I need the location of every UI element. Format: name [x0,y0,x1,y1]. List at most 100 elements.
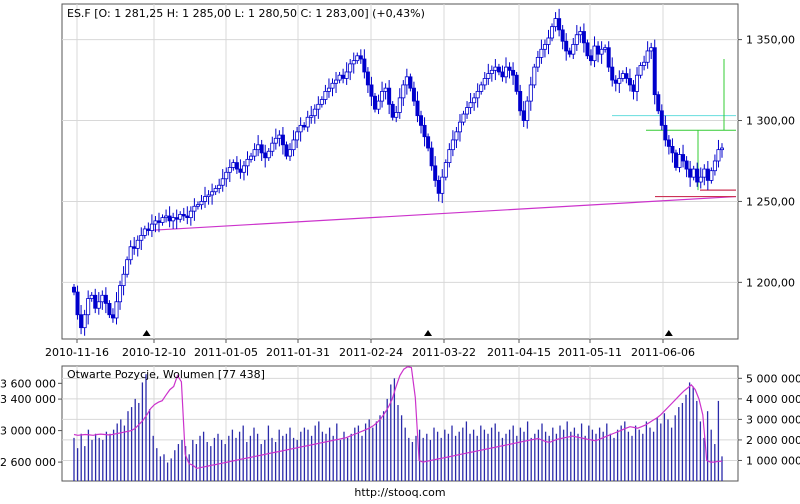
candle-body [486,73,491,79]
oi-axis-label: 2 600 000 [0,456,56,469]
oi-axis-label: 3 000 000 [0,425,56,438]
candle-body [624,73,629,79]
candle-body [160,217,165,223]
volume-axis-label: 1 000 000 [746,454,800,467]
candle-body [380,90,385,102]
candle-body [461,113,466,123]
candle-body [677,154,682,168]
candle-body [302,124,307,128]
candle-body [362,58,367,73]
candle-body [217,184,222,189]
candle-body [581,31,586,44]
candle-body [334,79,339,84]
volume-axis-label: 4 000 000 [746,393,800,406]
candle-body [592,45,597,62]
candle-body [436,180,441,194]
candle-body [188,210,193,219]
fibo-levels [612,59,736,198]
candle-body [210,191,215,196]
candle-body [171,217,176,222]
candle-body [465,107,470,115]
candle-body [89,294,94,299]
candle-body [422,124,427,138]
candle-body [337,74,342,81]
candle-body [574,34,579,45]
candle-body [698,176,703,183]
candle-body [617,78,622,84]
candle-body [564,40,569,52]
candle-body [266,150,271,159]
candle-body [585,42,590,57]
candle-body [305,116,310,128]
candle-body [457,121,462,133]
candle-body [712,160,717,172]
candle-body [663,124,668,141]
candle-body [72,286,77,293]
price-x-tick-label: 2010-12-10 [122,346,186,359]
candle-body [542,44,547,50]
candle-body [475,90,480,99]
candle-body [705,168,710,181]
candle-body [479,84,484,92]
candle-body [691,168,696,178]
candles [72,8,725,336]
candle-body [220,178,225,186]
candle-body [245,158,250,167]
candle-body [546,37,551,45]
volume-axis-label: 5 000 000 [746,372,800,385]
candle-body [128,246,133,261]
candle-body [603,47,608,50]
candle-body [539,48,544,58]
candle-body [397,97,402,113]
candle-body [372,95,377,110]
candle-body [482,78,487,86]
volume-bars [73,374,723,481]
candle-body [326,87,331,92]
candle-body [496,66,501,73]
marker-triangle [664,330,673,336]
candle-body [659,110,664,126]
price-x-tick-label: 2010-11-16 [45,346,109,359]
trend-line-segment [146,195,737,232]
price-panel [61,3,739,340]
price-x-tick-label: 2011-06-06 [631,346,695,359]
candle-body [642,61,647,66]
candle-body [174,217,179,220]
candle-body [146,228,151,231]
candle-body [447,149,452,163]
candle-body [323,90,328,100]
price-x-axis: 2010-11-16 2010-12-10 2011-01-05 2011-01-31… [45,339,695,359]
candle-body [156,220,161,223]
candle-body [454,131,459,141]
candle-body [291,139,296,151]
candle-body [532,66,537,86]
candle-body [606,47,611,68]
price-x-tick-label: 2011-01-31 [266,346,330,359]
candle-body [114,301,119,319]
candle-body [681,154,686,162]
footer-url[interactable]: http://stooq.com [354,486,445,499]
candle-body [86,298,91,316]
marker-triangle [424,330,433,336]
marker-triangle [142,330,151,336]
candle-body [571,44,576,55]
candle-body [277,134,282,139]
candle-body [273,137,278,144]
candle-body [610,66,615,81]
candle-body [489,69,494,74]
candle-body [153,220,158,225]
candle-body [287,149,292,157]
candle-body [376,100,381,110]
candle-body [178,213,183,220]
candle-body [284,144,289,157]
volume-axis: 5 000 000 4 000 000 3 000 000 2 000 000 1 00… [738,372,800,467]
candle-body [96,301,101,309]
candle-body [638,65,643,76]
price-y-tick-label: 1 300,00 [746,115,795,128]
candle-body [167,215,172,222]
candle-body [227,167,232,173]
candle-body [666,139,671,147]
candle-body [695,168,700,183]
markers [142,330,673,336]
candle-body [100,294,105,303]
